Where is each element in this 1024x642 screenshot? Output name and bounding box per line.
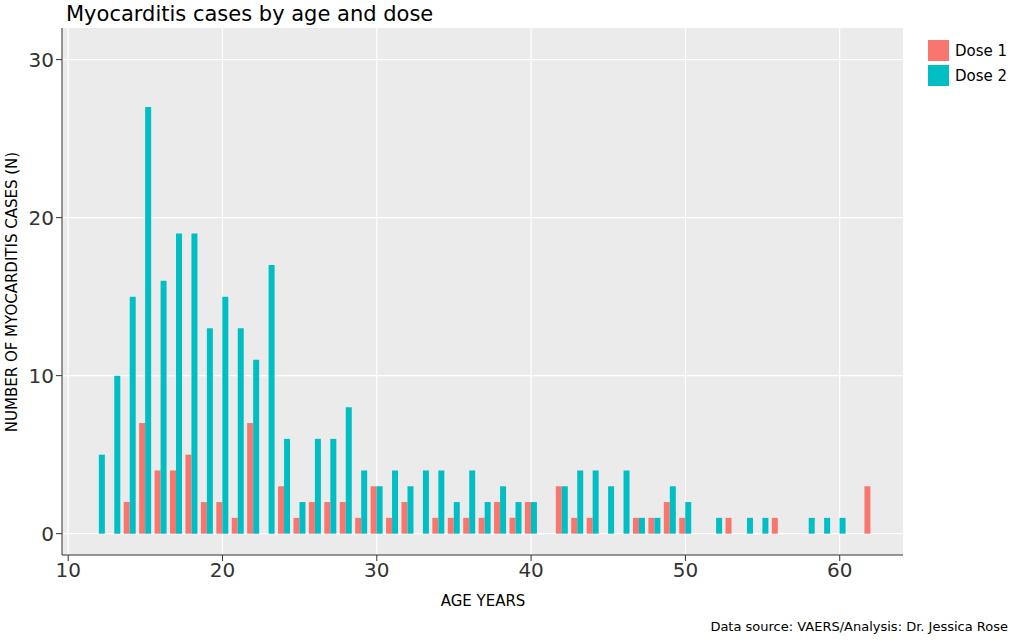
svg-text:0: 0	[41, 522, 54, 546]
html-text:Data source: VAERS/Analysis: D: Data source: VAERS/Analysis: Dr. Jessica…	[710, 619, 1008, 634]
svg-text:60: 60	[827, 558, 852, 582]
html-text:NUMBER OF MYOCARDITIS CASES (N: NUMBER OF MYOCARDITIS CASES (N)	[3, 151, 21, 433]
svg-text:20: 20	[29, 206, 54, 230]
svg-text:10: 10	[29, 364, 54, 388]
svg-text:50: 50	[673, 558, 698, 582]
svg-text:30: 30	[364, 558, 389, 582]
html-text:AGE YEARS: AGE YEARS	[440, 592, 526, 610]
svg-text:40: 40	[518, 558, 543, 582]
html-text:Dose 1: Dose 1	[955, 41, 1008, 60]
svg-text:10: 10	[55, 558, 80, 582]
svg-text:20: 20	[210, 558, 235, 582]
svg-text:30: 30	[29, 48, 54, 72]
html-text:Myocarditis cases by age and d: Myocarditis cases by age and dose	[66, 2, 434, 26]
html-text:Dose 2: Dose 2	[955, 66, 1008, 85]
